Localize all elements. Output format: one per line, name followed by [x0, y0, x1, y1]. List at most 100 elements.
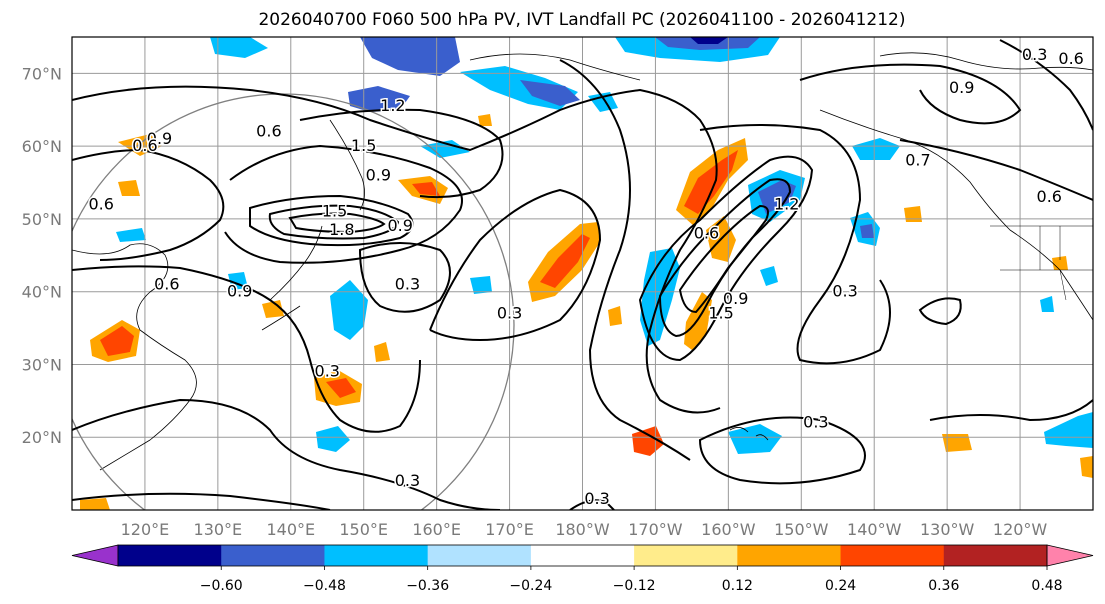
pv-contour: [899, 139, 1093, 201]
shade-positive: [374, 342, 390, 362]
colorbar-frame: [117, 544, 1048, 567]
pv-contour: [559, 59, 691, 461]
pv-contour: [698, 416, 866, 485]
longitude-label: 140°E: [266, 520, 315, 539]
pv-contour: [299, 108, 504, 199]
pv-contour: [72, 398, 501, 510]
shade-negative: [210, 37, 268, 58]
contour-label: 0.9: [723, 289, 748, 308]
shade-negative: [520, 80, 580, 106]
contour-label: 0.3: [584, 489, 609, 508]
contour-labels: 1.20.61.50.90.90.60.6 1.51.8 0.90.6 0.9 0.30…: [87, 44, 1085, 510]
boundary-us: [1000, 269, 1093, 301]
pv-contour: [638, 155, 814, 362]
contour-label: 0.7: [905, 151, 930, 170]
pv-contour: [678, 204, 769, 314]
contour-label: 1.5: [708, 304, 733, 323]
colorbar-tick-label: −0.24: [509, 578, 552, 594]
pv-contour: [569, 499, 615, 510]
colorbar-swatch: [118, 545, 222, 566]
pv-contour: [268, 204, 400, 240]
shade-positive: [80, 498, 110, 510]
pv-contour: [288, 212, 386, 234]
pv-contour: [249, 194, 414, 247]
colorbar-tick-label: 0.48: [1031, 578, 1062, 594]
contour-label: 0.9: [949, 78, 974, 97]
contour-label: 1.5: [351, 136, 376, 155]
pv-contour: [224, 144, 463, 264]
longitude-label: 120°E: [121, 520, 170, 539]
latitude-labels: 70°N 60°N 50°N 40°N 30°N 20°N: [22, 64, 62, 447]
coastline-kamchatka: [329, 119, 365, 211]
map-title: 2026040700 F060 500 hPa PV, IVT Landfall…: [258, 10, 905, 30]
shade-positive: [904, 206, 922, 222]
shade-negative: [852, 138, 900, 160]
colorbar-swatch: [427, 545, 532, 566]
pv-contour: [429, 188, 602, 342]
colorbar-tick-label: 0.12: [722, 578, 753, 594]
shade-negative: [760, 266, 778, 286]
shade-negative: [588, 92, 618, 112]
longitude-label: 170°E: [485, 520, 534, 539]
latitude-label: 20°N: [22, 428, 62, 447]
pv-contour: [72, 148, 225, 261]
contour-label: 0.6: [694, 223, 719, 242]
pv-contour: [699, 124, 891, 365]
colorbar-swatch: [634, 545, 738, 566]
pv-contours: [72, 39, 1093, 510]
contour-label: 0.9: [366, 165, 391, 184]
pv-contour: [358, 242, 451, 313]
contour-label: 0.3: [395, 471, 420, 490]
longitude-label: 140°W: [847, 520, 902, 539]
graticule: [72, 37, 1093, 510]
boundary-canada: [990, 225, 1093, 270]
shade-negative: [330, 280, 368, 340]
shade-positive: [478, 114, 492, 126]
contour-label: 0.9: [147, 129, 172, 148]
latitude-label: 70°N: [22, 64, 62, 83]
longitude-label: 180°W: [555, 520, 610, 539]
shade-positive: [684, 150, 738, 214]
contour-label: 0.6: [132, 136, 157, 155]
shade-negative: [758, 180, 796, 214]
shade-negative: [1044, 412, 1093, 448]
contour-label: 0.3: [497, 304, 522, 323]
contour-label: 1.8: [329, 220, 354, 239]
shade-negative: [360, 37, 460, 76]
shade-negative: [470, 276, 492, 294]
colorbar-tick-label: 0.36: [928, 578, 959, 594]
shade-positive: [118, 180, 140, 196]
contour-label: 0.6: [256, 122, 281, 141]
longitude-label: 150°E: [339, 520, 388, 539]
pv-contour: [929, 399, 1093, 422]
shade-positive: [262, 300, 284, 318]
shade-negative: [1040, 296, 1054, 312]
shade-positive: [608, 306, 622, 326]
pv-contour: [799, 63, 1022, 125]
shade-positive: [1080, 456, 1093, 478]
colorbar-tick-label: −0.36: [406, 578, 449, 594]
longitude-label: 160°E: [412, 520, 461, 539]
latitude-label: 30°N: [22, 355, 62, 374]
shade-positive: [118, 134, 162, 156]
pv-contour: [72, 492, 331, 510]
shade-negative: [420, 140, 470, 158]
colorbar-extend-high: [1046, 544, 1094, 567]
shade-positive: [100, 326, 134, 356]
contour-label: 1.2: [774, 194, 799, 213]
longitude-label: 120°W: [993, 520, 1048, 539]
map-panel: 1.20.61.50.90.90.60.6 1.51.8 0.90.6 0.9 0.30…: [71, 36, 1094, 511]
contour-label: 1.5: [322, 202, 347, 221]
colorbar-tick-label: −0.12: [613, 578, 656, 594]
contour-label: 0.6: [1037, 187, 1062, 206]
coastlines: [72, 52, 1093, 471]
contour-label: 0.3: [395, 274, 420, 293]
colorbar-tick-label: −0.48: [303, 578, 346, 594]
colorbar-swatch: [840, 545, 945, 566]
contour-label: 0.3: [315, 362, 340, 381]
pv-contour: [72, 85, 721, 414]
coastline-hawaii: [729, 427, 769, 441]
pv-contour: [72, 265, 421, 433]
latitude-label: 50°N: [22, 210, 62, 229]
